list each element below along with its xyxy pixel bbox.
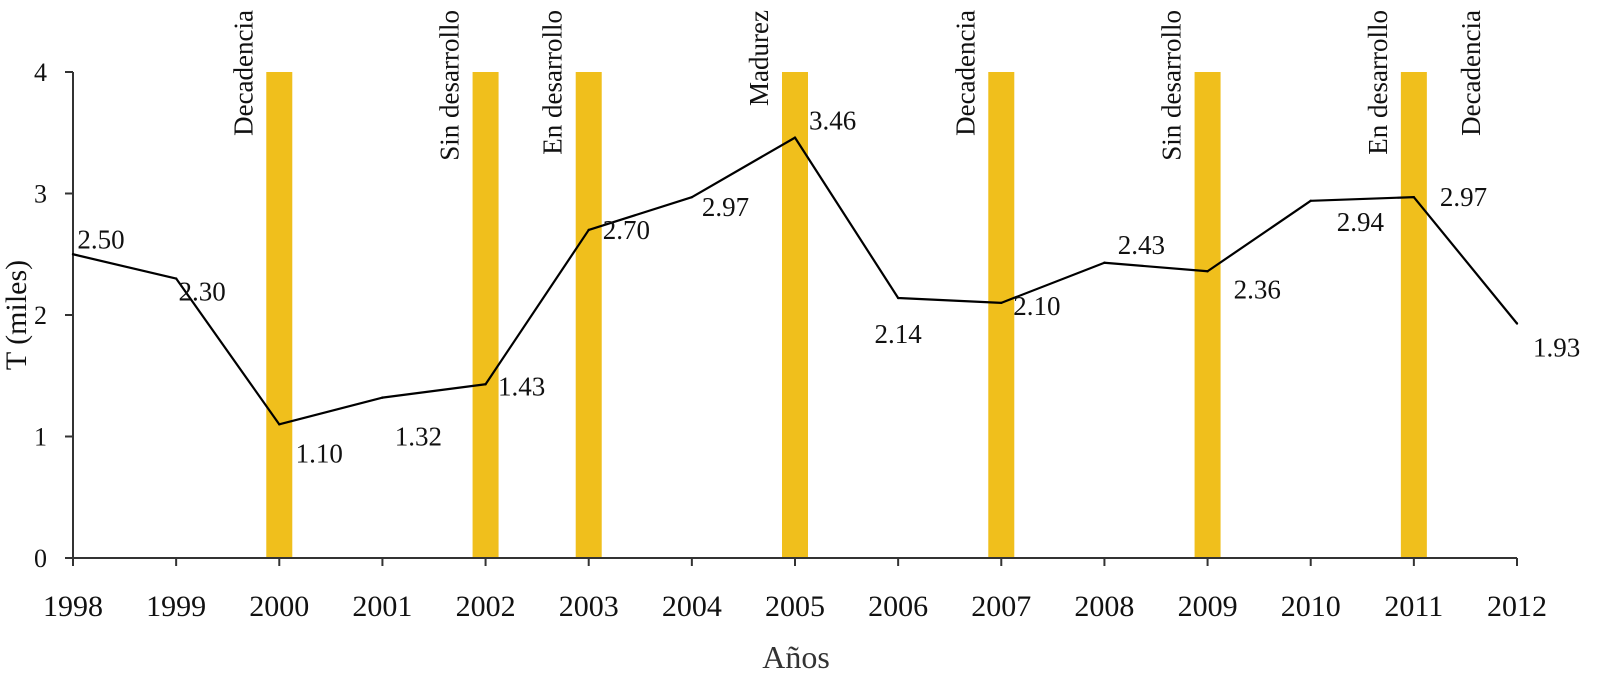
phase-label-2009-5: Sin desarrollo	[1157, 10, 1187, 161]
data-point-2004	[690, 195, 694, 199]
phase-bar-2000-0	[266, 72, 293, 558]
x-tick-label-2006: 2006	[868, 590, 928, 623]
data-point-2012	[1515, 322, 1519, 325]
phase-bar-2007-4	[988, 72, 1015, 558]
x-tick-label-2010: 2010	[1281, 590, 1341, 623]
phase-label-2007-4: Decadencia	[950, 10, 980, 136]
data-label-2003: 2.70	[603, 215, 650, 245]
phase-bar-2009-5	[1194, 72, 1221, 558]
data-point-2001	[381, 396, 384, 399]
phase-label-2000-0: Decadencia	[228, 10, 258, 136]
phase-label-2005-3: Madurez	[744, 10, 774, 106]
data-labels-group: 2.50 2.30 1.10 1.32 1.43 2.70 2.97 3.46 2.14 2.10…	[77, 106, 1580, 469]
data-label-2010: 2.94	[1337, 207, 1385, 237]
data-label-2008: 2.43	[1118, 230, 1165, 260]
x-tick-label-2000: 2000	[249, 590, 309, 623]
data-label-2005: 3.46	[809, 106, 856, 136]
axes-group: 0 1 2 3 4 1998 1999 2000 2001 2002 2003 2004 2005 200…	[34, 58, 1547, 623]
x-tick-label-2012: 2012	[1487, 590, 1547, 623]
phase-bar-2005-3	[782, 72, 808, 558]
data-point-2008	[1103, 261, 1106, 264]
phase-bar-2011-6	[1400, 72, 1427, 558]
data-label-2012: 1.93	[1533, 333, 1580, 363]
data-label-2002: 1.43	[498, 371, 545, 401]
annotation-label-2012-0: Decadencia	[1456, 10, 1486, 136]
y-tick-label-2: 2	[34, 301, 47, 330]
phase-label-2011-6: En desarrollo	[1363, 10, 1393, 155]
data-label-2007: 2.10	[1013, 291, 1060, 321]
data-label-2000: 1.10	[296, 438, 343, 468]
phase-label-2003-2: En desarrollo	[538, 10, 568, 155]
y-tick-label-0: 0	[34, 544, 47, 573]
data-point-1998	[71, 253, 75, 256]
x-tick-label-2005: 2005	[765, 590, 825, 623]
data-point-2005	[793, 136, 797, 139]
x-tick-label-2003: 2003	[559, 590, 619, 623]
data-label-2009: 2.36	[1234, 274, 1281, 304]
data-label-2004: 2.97	[702, 192, 749, 222]
data-point-2002	[484, 383, 487, 386]
y-tick-label-4: 4	[34, 58, 47, 87]
x-tick-label-2008: 2008	[1074, 590, 1134, 623]
x-tick-label-1998: 1998	[43, 590, 103, 623]
data-point-2007	[1000, 301, 1003, 305]
y-tick-label-3: 3	[34, 180, 47, 209]
data-point-1999	[174, 277, 178, 280]
phase-labels-group: Decadencia Sin desarrollo En desarrollo Mad…	[228, 10, 1486, 161]
phase-label-2002-1: Sin desarrollo	[435, 10, 465, 161]
data-point-2003	[587, 228, 590, 232]
x-tick-label-2007: 2007	[971, 590, 1031, 623]
data-point-2010	[1309, 199, 1312, 202]
x-tick-label-2009: 2009	[1178, 590, 1238, 623]
x-tick-label-2011: 2011	[1384, 590, 1443, 623]
data-label-2001: 1.32	[395, 422, 442, 452]
data-point-2006	[896, 296, 900, 300]
y-tick-label-1: 1	[34, 423, 47, 452]
y-axis-title: T (miles)	[0, 260, 33, 370]
series-line-group	[71, 136, 1519, 426]
data-point-2000	[278, 423, 281, 426]
x-tick-label-1999: 1999	[146, 590, 206, 623]
data-label-1998: 2.50	[77, 224, 124, 254]
x-tick-label-2001: 2001	[352, 590, 412, 623]
data-point-2009	[1206, 270, 1209, 273]
phase-bar-2003-2	[575, 72, 602, 558]
data-label-2006: 2.14	[875, 319, 923, 349]
phase-bar-2002-1	[472, 72, 499, 558]
data-label-2011: 2.97	[1440, 182, 1487, 212]
x-tick-label-2002: 2002	[456, 590, 516, 623]
x-tick-label-2004: 2004	[662, 590, 722, 623]
data-point-2011	[1412, 195, 1416, 199]
data-label-1999: 2.30	[179, 277, 226, 307]
x-axis-title: Años	[762, 639, 830, 675]
